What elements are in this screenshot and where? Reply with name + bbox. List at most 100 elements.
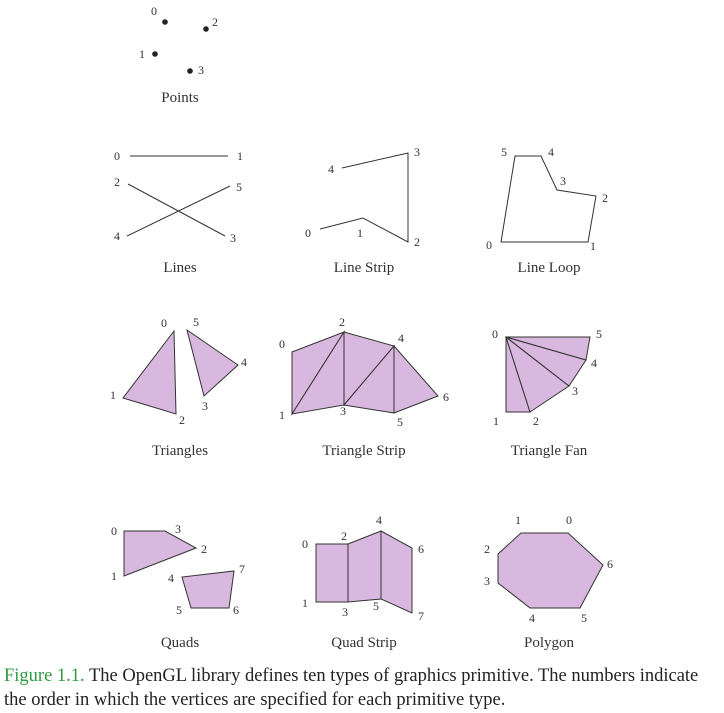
vertex-label: 2: [533, 414, 539, 428]
triangle: [186, 328, 239, 397]
strip-quad: [315, 543, 349, 603]
vertex-label: 3: [340, 404, 346, 418]
panel-label: Triangle Fan: [511, 443, 588, 459]
vertex-label: 3: [230, 231, 236, 245]
panel-quads: [123, 530, 235, 609]
panel-triangles: [122, 328, 239, 415]
vertex-label: 4: [591, 356, 597, 370]
panel-label: Line Strip: [334, 260, 394, 276]
vertex-label: 0: [486, 238, 492, 252]
vertex-label: 4: [114, 229, 120, 243]
vertex-label: 5: [176, 603, 182, 617]
panel-quad-strip-labels: 0 1 2 3 4 5 6 7 Quad Strip: [302, 513, 424, 651]
vertex-label: 5: [501, 145, 507, 159]
vertex-label: 1: [110, 388, 116, 402]
panel-lines-labels: 0 1 2 3 4 5 Lines: [114, 149, 243, 276]
panel-quads-labels: 0 1 2 3 4 5 6 7 Quads: [111, 522, 245, 651]
vertex-label: 2: [212, 15, 218, 29]
vertex-label: 4: [168, 571, 174, 585]
vertex-label: 5: [193, 315, 199, 329]
vertex-label: 2: [201, 542, 207, 556]
panel-polygon-labels: 0 1 2 3 4 5 6 Polygon: [484, 513, 613, 651]
vertex-label: 7: [239, 562, 245, 576]
vertex-label: 0: [114, 149, 120, 163]
vertex-label: 3: [175, 522, 181, 536]
panel-triangles-labels: 0 1 2 3 4 5 Triangles: [110, 315, 247, 459]
vertex-label: 1: [493, 414, 499, 428]
vertex-label: 0: [279, 337, 285, 351]
vertex-label: 1: [279, 408, 285, 422]
vertex-label: 5: [236, 180, 242, 194]
panel-label: Line Loop: [518, 260, 581, 276]
panel-label: Polygon: [524, 635, 575, 651]
point-3: [187, 68, 193, 74]
vertex-label: 2: [179, 413, 185, 427]
vertex-label: 2: [484, 542, 490, 556]
vertex-label: 1: [590, 239, 596, 253]
panel-points: 0 1 2 3 Points: [139, 4, 218, 106]
panel-label: Quads: [161, 635, 199, 651]
vertex-label: 1: [357, 226, 363, 240]
panel-label: Quad Strip: [331, 635, 396, 651]
vertex-label: 2: [602, 191, 608, 205]
line-loop-path: [500, 155, 597, 243]
vertex-label: 1: [111, 569, 117, 583]
vertex-label: 2: [341, 529, 347, 543]
vertex-label: 4: [328, 162, 334, 176]
caption-text: The OpenGL library defines ten types of …: [4, 666, 699, 710]
point-2: [203, 26, 209, 32]
vertex-label: 4: [376, 513, 382, 527]
line-strip-path: [319, 152, 409, 243]
vertex-label: 3: [560, 174, 566, 188]
vertex-label: 3: [202, 399, 208, 413]
vertex-label: 4: [529, 611, 535, 625]
quad: [181, 570, 235, 609]
panel-triangle-strip: [290, 330, 439, 416]
quad: [123, 530, 198, 577]
polygon-shape: [497, 532, 604, 609]
point-1: [152, 51, 158, 57]
strip-quad: [380, 530, 413, 614]
vertex-label: 0: [566, 513, 572, 527]
vertex-label: 6: [607, 557, 613, 571]
vertex-label: 3: [342, 605, 348, 619]
panel-triangle-fan: [505, 335, 591, 413]
vertex-label: 0: [151, 4, 157, 18]
panel-lines: [126, 155, 231, 237]
vertex-label: 6: [443, 390, 449, 404]
panel-quad-strip: [315, 530, 413, 614]
triangle: [122, 329, 177, 415]
line-segment: [127, 183, 226, 237]
vertex-label: 2: [414, 235, 420, 249]
vertex-label: 5: [596, 327, 602, 341]
primitives-diagram: 0 1 2 3 Points 0 1 2 3 4 5 Lines 0 1 2 3…: [110, 4, 613, 651]
vertex-label: 3: [484, 574, 490, 588]
vertex-label: 0: [111, 524, 117, 538]
strip-triangle: [393, 344, 439, 414]
vertex-label: 1: [515, 513, 521, 527]
panel-triangle-strip-labels: 0 1 2 3 4 5 6 Triangle Strip: [279, 315, 449, 459]
vertex-label: 4: [241, 355, 247, 369]
vertex-label: 2: [114, 175, 120, 189]
figure-number: Figure 1.1.: [4, 666, 85, 686]
panel-label: Triangle Strip: [322, 443, 405, 459]
vertex-label: 0: [161, 316, 167, 330]
vertex-label: 7: [418, 609, 424, 623]
vertex-label: 4: [398, 331, 404, 345]
vertex-label: 6: [233, 603, 239, 617]
fan-triangle: [505, 336, 591, 361]
vertex-label: 5: [397, 415, 403, 429]
vertex-label: 0: [492, 327, 498, 341]
vertex-label: 1: [139, 47, 145, 61]
panel-label: Lines: [163, 260, 196, 276]
point-0: [162, 19, 168, 25]
strip-quad: [347, 530, 382, 603]
panel-label: Points: [161, 90, 199, 106]
vertex-label: 5: [581, 611, 587, 625]
vertex-label: 0: [305, 226, 311, 240]
vertex-label: 3: [198, 63, 204, 77]
panel-line-loop-labels: 0 1 2 3 4 5 Line Loop: [486, 145, 608, 276]
vertex-label: 0: [302, 537, 308, 551]
vertex-label: 1: [302, 596, 308, 610]
vertex-label: 2: [339, 315, 345, 329]
